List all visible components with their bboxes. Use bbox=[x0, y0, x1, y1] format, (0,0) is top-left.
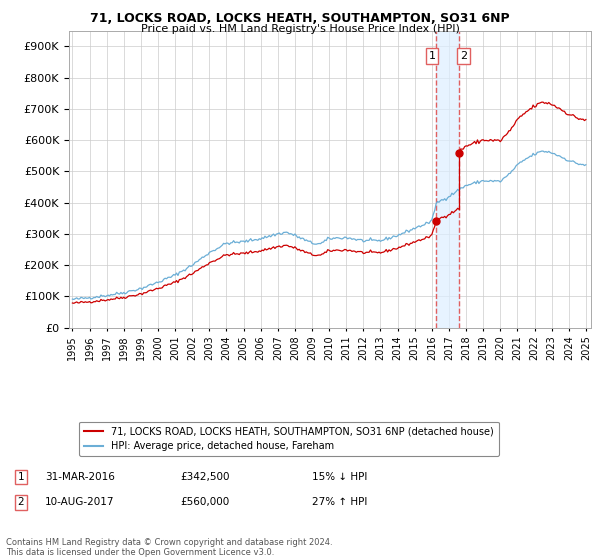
Text: 31-MAR-2016: 31-MAR-2016 bbox=[45, 472, 115, 482]
Legend: 71, LOCKS ROAD, LOCKS HEATH, SOUTHAMPTON, SO31 6NP (detached house), HPI: Averag: 71, LOCKS ROAD, LOCKS HEATH, SOUTHAMPTON… bbox=[79, 422, 499, 456]
Text: 27% ↑ HPI: 27% ↑ HPI bbox=[312, 497, 367, 507]
Text: 71, LOCKS ROAD, LOCKS HEATH, SOUTHAMPTON, SO31 6NP: 71, LOCKS ROAD, LOCKS HEATH, SOUTHAMPTON… bbox=[90, 12, 510, 25]
Text: 2: 2 bbox=[460, 51, 467, 61]
Text: 10-AUG-2017: 10-AUG-2017 bbox=[45, 497, 115, 507]
Text: Contains HM Land Registry data © Crown copyright and database right 2024.
This d: Contains HM Land Registry data © Crown c… bbox=[6, 538, 332, 557]
Bar bbox=[436, 31, 459, 328]
Text: £560,000: £560,000 bbox=[180, 497, 229, 507]
Text: £342,500: £342,500 bbox=[180, 472, 229, 482]
Text: 1: 1 bbox=[428, 51, 436, 61]
Text: 2: 2 bbox=[17, 497, 25, 507]
Text: 1: 1 bbox=[17, 472, 25, 482]
Text: Price paid vs. HM Land Registry's House Price Index (HPI): Price paid vs. HM Land Registry's House … bbox=[140, 24, 460, 34]
Text: 15% ↓ HPI: 15% ↓ HPI bbox=[312, 472, 367, 482]
